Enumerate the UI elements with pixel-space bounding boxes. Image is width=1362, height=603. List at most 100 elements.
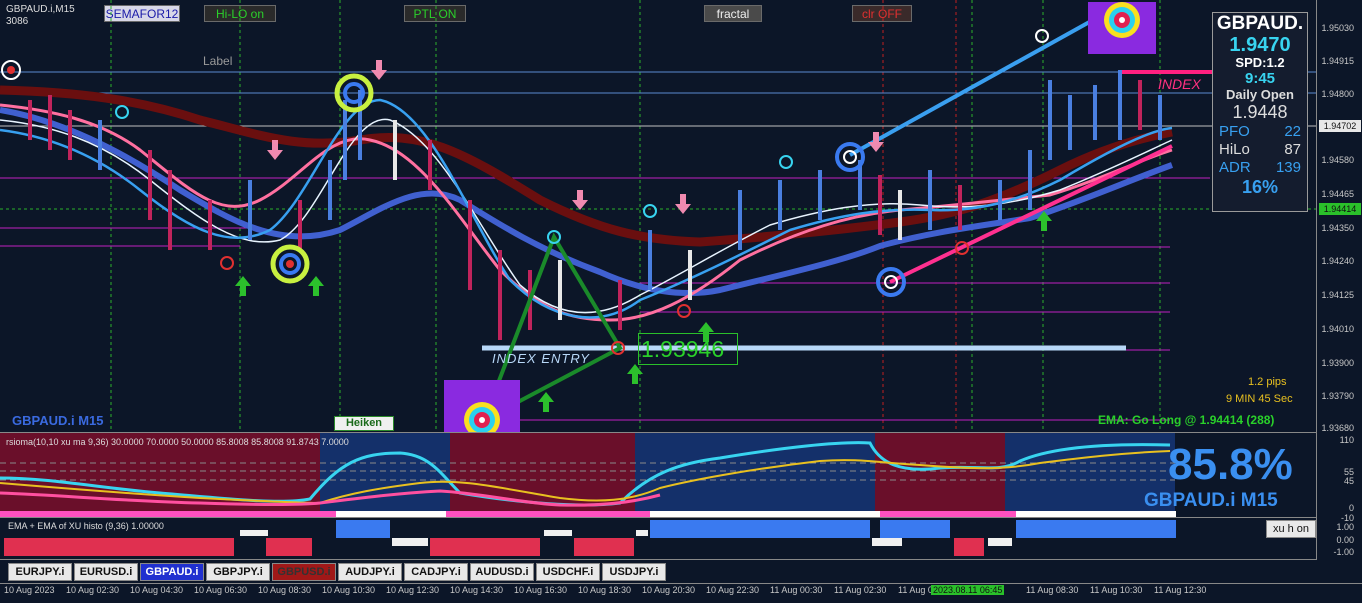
rsi-scale-tick: 0 — [1348, 503, 1354, 513]
time-tick: 10 Aug 08:30 — [258, 585, 312, 595]
info-panel: GBPAUD. 1.9470 SPD:1.2 9:45 Daily Open 1… — [1212, 12, 1308, 212]
info-price: 1.9470 — [1229, 34, 1291, 56]
ema-histo-panel[interactable] — [0, 518, 1316, 558]
current-price-tag: 1.94702 — [1319, 120, 1361, 132]
price-tick: 1.94580 — [1321, 155, 1354, 165]
price-tick: 1.94915 — [1321, 56, 1354, 66]
symbol-tab-gbpusd[interactable]: GBPUSD.i — [272, 563, 336, 581]
fractal-button[interactable]: fractal — [704, 5, 762, 22]
rsi-scale-tick: 45 — [1343, 476, 1354, 486]
info-adr-label: ADR — [1219, 159, 1251, 176]
panel-divider — [0, 517, 1316, 518]
chart-symbol-tf-label: GBPAUD.i M15 — [12, 413, 104, 428]
symbol-tab-eurjpy[interactable]: EURJPY.i — [8, 563, 72, 581]
sell-arrows — [267, 60, 884, 214]
time-tick: 10 Aug 20:30 — [642, 585, 696, 595]
time-tick: 10 Aug 10:30 — [322, 585, 376, 595]
price-tick: 1.94010 — [1321, 324, 1354, 334]
bar-timer-label: 9 MIN 45 Sec — [1226, 393, 1293, 405]
info-symbol: GBPAUD. — [1216, 13, 1304, 34]
symbol-tab-audjpy[interactable]: AUDJPY.i — [338, 563, 402, 581]
price-axis[interactable]: 1.95030 1.94915 1.94800 1.94702 1.94580 … — [1316, 0, 1362, 560]
support-trend-line — [889, 144, 1173, 284]
info-time: 9:45 — [1244, 70, 1276, 87]
spread-pips-label: 1.2 pips — [1248, 376, 1287, 388]
time-tick: 10 Aug 16:30 — [514, 585, 568, 595]
time-tick: 10 Aug 14:30 — [450, 585, 504, 595]
panel-divider — [0, 432, 1316, 433]
semafor-button[interactable]: SEMAFOR12 — [104, 5, 180, 22]
symbol-tab-eurusd[interactable]: EURUSD.i — [74, 563, 138, 581]
info-spread: SPD:1.2 — [1235, 55, 1285, 70]
rsi-slow-line — [0, 450, 1171, 505]
price-chart[interactable] — [0, 0, 1316, 432]
rsi-bear-line — [0, 489, 661, 507]
swing-markers — [1, 29, 1049, 355]
ema-scale-tick: -1.00 — [1333, 547, 1354, 557]
symbol-tab-gbpaud[interactable]: GBPAUD.i — [140, 563, 204, 581]
symbol-tab-cadjpy[interactable]: CADJPY.i — [404, 563, 468, 581]
ema-scale-tick: 1.00 — [1336, 522, 1354, 532]
info-daily-open: 1.9448 — [1232, 102, 1288, 122]
symbol-tab-usdchf[interactable]: USDCHF.i — [536, 563, 600, 581]
chart-symbol-title: GBPAUD.i,M15 — [6, 4, 75, 15]
price-tick: 1.94800 — [1321, 89, 1354, 99]
price-tick: 1.94240 — [1321, 256, 1354, 266]
ptl-toggle-button[interactable]: PTL ON — [404, 5, 466, 22]
time-tick: 10 Aug 12:30 — [386, 585, 440, 595]
price-tick: 1.94125 — [1321, 290, 1354, 300]
rsi-oma-panel[interactable] — [0, 433, 1316, 517]
histo-white-bars — [240, 530, 1012, 546]
info-adr-row: ADR 139 — [1213, 159, 1307, 177]
histo-blue-bars — [336, 520, 1176, 538]
time-axis[interactable] — [0, 583, 1362, 603]
symbol-tab-usdjpy[interactable]: USDJPY.i — [602, 563, 666, 581]
symbol-tab-gbpjpy[interactable]: GBPJPY.i — [206, 563, 270, 581]
clear-toggle-button[interactable]: clr OFF — [852, 5, 912, 22]
signal-line — [0, 118, 1173, 314]
price-tick: 1.93790 — [1321, 391, 1354, 401]
rsi-symbol-tf: GBPAUD.i M15 — [1144, 490, 1278, 511]
time-tick: 10 Aug 22:30 — [706, 585, 760, 595]
slow-ma-band — [0, 85, 1173, 247]
triangle-pattern — [482, 232, 623, 422]
time-tick: 11 Aug 04:30 — [898, 585, 951, 595]
rsi-scale-tick: 110 — [1339, 435, 1354, 445]
time-tick: 10 Aug 04:30 — [130, 585, 184, 595]
time-tick: 10 Aug 2023 — [4, 585, 55, 595]
rsi-panel-title: rsioma(10,10 xu ma 9,36) 30.0000 70.0000… — [6, 437, 349, 447]
rsi-zero-band — [0, 511, 1175, 517]
target-marker-top — [1088, 2, 1156, 54]
time-tick: 10 Aug 06:30 — [194, 585, 248, 595]
mid-ma-band — [0, 107, 1174, 297]
time-tick: 10 Aug 18:30 — [578, 585, 632, 595]
target-marker-bottom — [444, 380, 520, 432]
ema-signal-label: EMA: Go Long @ 1.94414 (288) — [1098, 413, 1275, 427]
info-pfo-label: PFO — [1219, 123, 1250, 140]
ema-scale-tick: 0.00 — [1336, 535, 1354, 545]
ema-panel-title: EMA + EMA of XU histo (9,36) 1.00000 — [8, 521, 164, 531]
info-hilo: 87 — [1284, 141, 1301, 158]
time-tick: 11 Aug 10:30 — [1090, 585, 1143, 595]
info-pfo-row: PFO 22 — [1213, 123, 1307, 141]
price-tick: 1.93680 — [1321, 423, 1354, 433]
buy-arrows — [235, 211, 1052, 412]
time-tick: 10 Aug 02:30 — [66, 585, 120, 595]
price-tick: 1.94350 — [1321, 223, 1354, 233]
info-percent: 16% — [1241, 177, 1279, 197]
info-pfo: 22 — [1284, 123, 1301, 140]
price-tick: 1.95030 — [1321, 23, 1354, 33]
xu-histo-toggle-button[interactable]: xu h on — [1266, 520, 1316, 538]
symbol-tab-audusd[interactable]: AUDUSD.i — [470, 563, 534, 581]
time-tick: 11 Aug 02:30 — [834, 585, 887, 595]
info-daily-open-label: Daily Open — [1226, 87, 1294, 102]
candles — [28, 70, 1162, 340]
price-tick: 1.93900 — [1321, 358, 1354, 368]
index-entry-label: INDEX ENTRY — [492, 351, 590, 366]
heiken-button[interactable]: Heiken — [334, 416, 394, 431]
uptrend-line — [849, 3, 1121, 157]
entry-price-box: 1.93946 — [638, 333, 738, 365]
time-tick: 11 Aug 08:30 — [1026, 585, 1079, 595]
rsi-scale-tick: 55 — [1343, 467, 1354, 477]
